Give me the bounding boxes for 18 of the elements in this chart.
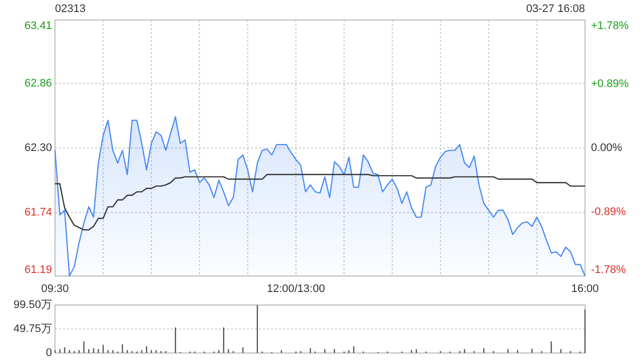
x-tick-label: 12:00/13:00: [266, 283, 325, 295]
y2-tick-label: -1.78%: [591, 264, 626, 276]
y-tick-label: 62.86: [24, 77, 52, 90]
y-tick-label: 0: [46, 346, 52, 359]
y-tick-label: 63.41: [24, 20, 52, 32]
y-tick-label: 99.50万: [13, 298, 52, 311]
y-tick-label: 61.74: [24, 206, 52, 218]
y-tick-label: 49.75万: [13, 322, 52, 335]
chart-title: 02313: [55, 3, 86, 15]
y2-tick-label: -0.89%: [591, 206, 626, 218]
y2-tick-label: +0.89%: [591, 78, 629, 90]
y2-tick-label: 0.00%: [591, 142, 622, 154]
chart-subtitle: 03-27 16:08: [526, 3, 585, 15]
y-tick-label: 62.30: [24, 142, 52, 154]
x-tick-label: 09:30: [41, 283, 69, 295]
y-tick-label: 61.19: [24, 264, 52, 276]
x-tick-label: 16:00: [571, 283, 599, 295]
y2-tick-label: +1.78%: [591, 20, 629, 32]
